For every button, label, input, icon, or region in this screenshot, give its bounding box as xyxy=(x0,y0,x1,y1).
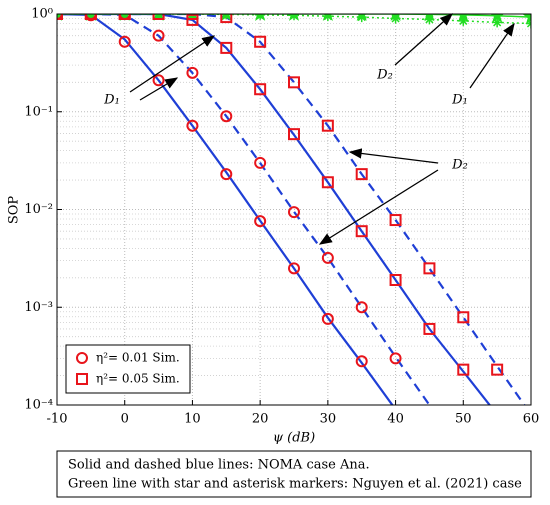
legend-marker xyxy=(76,352,88,364)
point xyxy=(289,14,299,21)
x-tick-label: 10 xyxy=(184,412,201,427)
caption-box xyxy=(56,450,532,498)
point xyxy=(220,41,233,54)
point xyxy=(423,322,436,335)
point xyxy=(152,14,165,20)
y-tick-label: 10⁻² xyxy=(24,202,53,217)
point xyxy=(254,215,267,228)
annotation: D₂ xyxy=(451,158,468,173)
point xyxy=(492,17,503,28)
y-axis-label: SOP xyxy=(7,196,22,225)
point xyxy=(220,14,233,24)
line xyxy=(57,14,492,405)
point xyxy=(152,29,165,42)
annotation: D₁ xyxy=(103,93,120,108)
annotation-arrow xyxy=(469,22,515,89)
annotation-arrow xyxy=(139,77,179,101)
point xyxy=(321,251,334,264)
annotation: D₂ xyxy=(376,68,393,83)
x-tick-label: 50 xyxy=(455,412,472,427)
point xyxy=(457,311,470,324)
point xyxy=(356,14,367,23)
point xyxy=(288,262,300,275)
annotation-arrow xyxy=(129,35,216,93)
point xyxy=(118,35,131,48)
point xyxy=(458,15,469,26)
x-tick-label: 30 xyxy=(320,412,337,427)
point xyxy=(288,76,300,89)
y-tick-label: 10⁻¹ xyxy=(24,104,53,119)
point xyxy=(355,168,368,181)
point xyxy=(288,206,300,219)
point xyxy=(186,66,199,79)
point xyxy=(491,363,504,376)
point xyxy=(390,14,401,24)
point xyxy=(355,301,368,314)
legend-marker xyxy=(76,373,88,385)
point xyxy=(288,128,300,141)
point xyxy=(424,14,435,25)
point xyxy=(255,14,266,20)
axes-frame xyxy=(56,13,532,406)
point xyxy=(220,168,233,181)
point xyxy=(220,110,233,123)
annotation-arrow xyxy=(348,148,439,164)
point xyxy=(84,14,97,20)
point xyxy=(152,74,165,87)
caption-line: Green line with star and asterisk marker… xyxy=(68,477,522,492)
x-tick-label: 40 xyxy=(387,412,404,427)
point xyxy=(322,14,333,22)
x-axis-label: ψ (dB) xyxy=(273,431,315,446)
point xyxy=(423,262,436,275)
x-tick-label: 20 xyxy=(252,412,269,427)
y-tick-label: 10⁻⁴ xyxy=(24,398,53,413)
point xyxy=(355,225,368,238)
annotation-arrow xyxy=(318,169,439,245)
point xyxy=(254,83,267,96)
annotation-arrow xyxy=(394,13,453,66)
y-tick-label: 10⁻³ xyxy=(24,300,53,315)
annotation: D₁ xyxy=(451,93,468,108)
legend-label: η²= 0.01 Sim. xyxy=(96,351,180,365)
point xyxy=(522,14,531,24)
caption-line: Solid and dashed blue lines: NOMA case A… xyxy=(68,458,370,473)
point xyxy=(321,176,334,189)
point xyxy=(254,156,267,169)
point xyxy=(254,35,267,48)
point xyxy=(321,119,334,132)
point xyxy=(321,312,334,325)
x-tick-label: 0 xyxy=(121,412,129,427)
y-tick-label: 10⁰ xyxy=(31,7,53,22)
point xyxy=(186,119,199,132)
line xyxy=(57,14,526,405)
point xyxy=(389,214,402,227)
legend-label: η²= 0.05 Sim. xyxy=(96,372,180,386)
point xyxy=(186,14,199,20)
point xyxy=(389,352,402,365)
x-tick-label: -10 xyxy=(47,412,68,427)
point xyxy=(457,363,470,376)
point xyxy=(118,14,131,20)
line xyxy=(57,14,394,405)
point xyxy=(389,274,402,287)
x-tick-label: 60 xyxy=(523,412,540,427)
point xyxy=(355,355,368,368)
